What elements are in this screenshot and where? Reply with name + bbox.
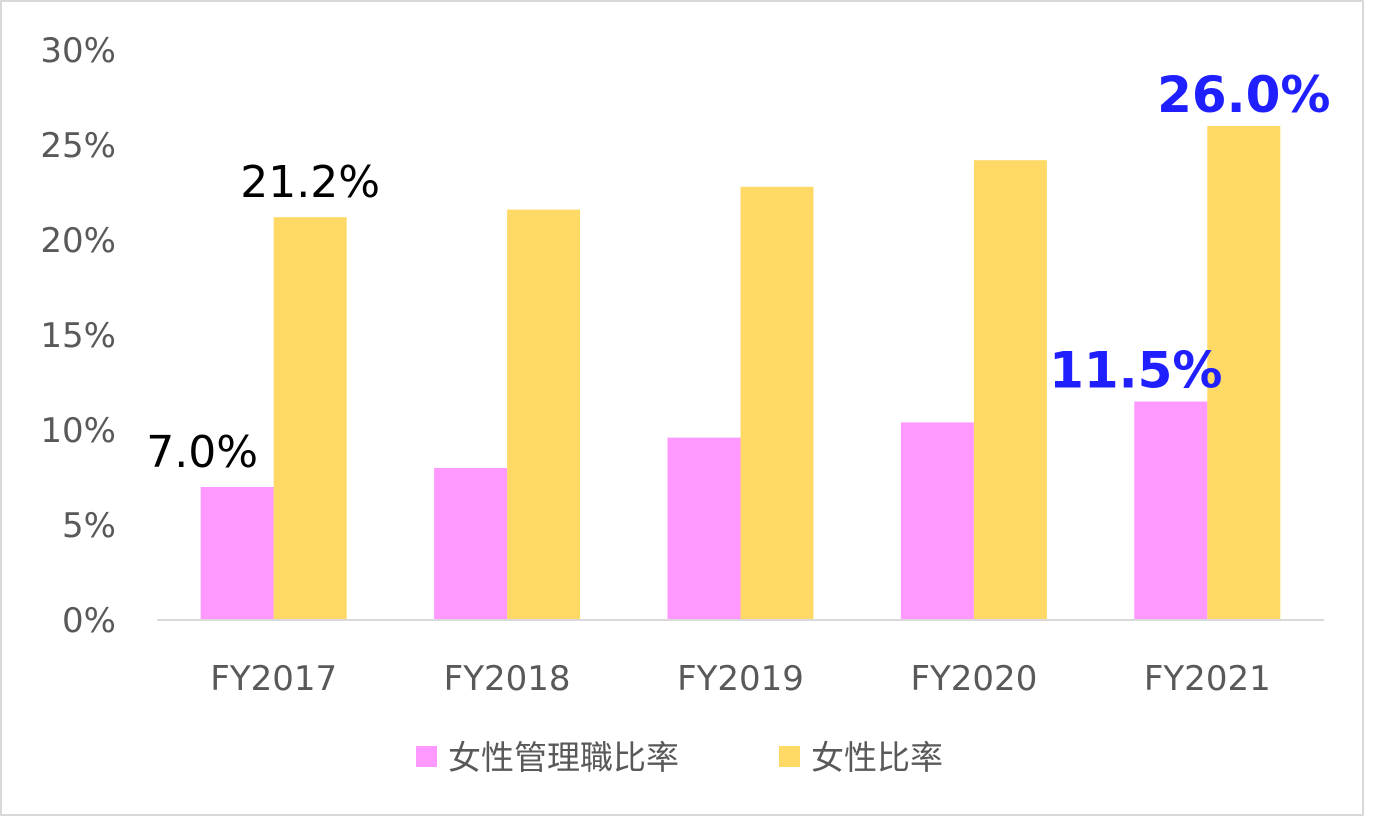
bar-series-0-FY2021 xyxy=(1134,401,1208,620)
data-label: 21.2% xyxy=(240,157,380,208)
bar-series-1-FY2020 xyxy=(973,160,1047,620)
bar-series-1-FY2018 xyxy=(507,209,581,620)
legend-label: 女性管理職比率 xyxy=(448,738,679,777)
bar-series-0-FY2017 xyxy=(200,487,274,620)
legend-label: 女性比率 xyxy=(811,738,943,777)
y-axis-tick-labels: 0% 5% 10% 15% 20% 25% 30% xyxy=(40,31,116,641)
x-category-label: FY2021 xyxy=(1144,659,1271,699)
y-tick-label: 10% xyxy=(40,411,116,451)
data-label: 11.5% xyxy=(1049,342,1222,400)
x-category-label: FY2017 xyxy=(210,659,337,699)
data-label: 7.0% xyxy=(146,427,258,478)
y-tick-label: 25% xyxy=(40,126,116,166)
bar-series-0-FY2020 xyxy=(900,422,974,620)
legend: 女性管理職比率 女性比率 xyxy=(416,738,943,777)
x-category-label: FY2019 xyxy=(677,659,804,699)
y-tick-label: 15% xyxy=(40,316,116,356)
y-tick-label: 30% xyxy=(40,31,116,71)
bar-series-0-FY2019 xyxy=(667,437,741,620)
y-tick-label: 20% xyxy=(40,221,116,261)
bar-series-1-FY2019 xyxy=(740,186,814,621)
x-category-label: FY2020 xyxy=(910,659,1037,699)
y-tick-label: 5% xyxy=(62,506,116,546)
data-labels: 7.0% 21.2% 11.5% 26.0% xyxy=(146,66,1330,478)
bar-series-1-FY2017 xyxy=(273,217,347,620)
y-tick-label: 0% xyxy=(62,601,116,641)
x-category-label: FY2018 xyxy=(444,659,571,699)
x-axis-category-labels: FY2017 FY2018 FY2019 FY2020 FY2021 xyxy=(210,659,1270,699)
bars xyxy=(200,126,1281,621)
chart-frame: 0% 5% 10% 15% 20% 25% 30% FY2017 FY2018 FY2019 FY… xyxy=(0,0,1364,816)
data-label: 26.0% xyxy=(1157,66,1330,124)
legend-swatch xyxy=(416,746,437,767)
bar-series-0-FY2018 xyxy=(434,468,508,620)
bar-series-1-FY2021 xyxy=(1207,126,1281,620)
legend-swatch xyxy=(779,746,800,767)
bar-chart: 0%5%10%15%20%25%30% FY2017 FY2018 FY2019 FY… xyxy=(40,31,1330,777)
